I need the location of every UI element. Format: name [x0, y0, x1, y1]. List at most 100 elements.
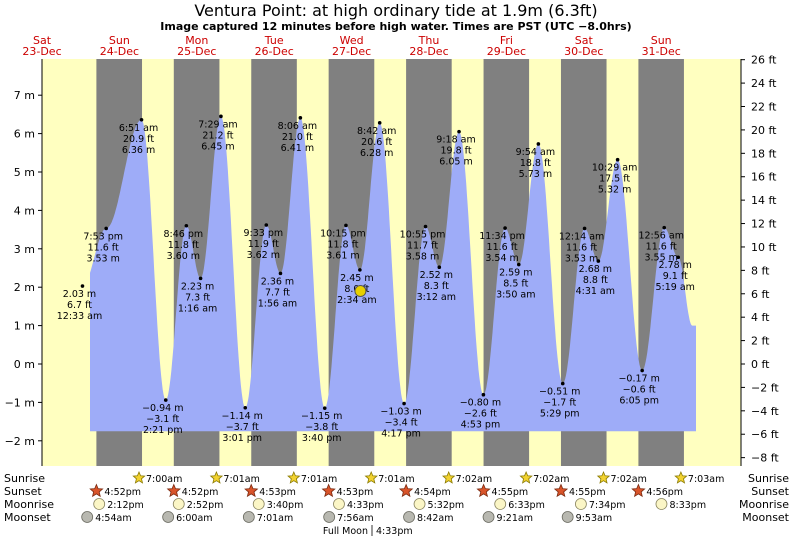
tide-label: 10:15 pm [320, 228, 366, 239]
y-tick-label-ft: −8 ft [751, 452, 779, 465]
tide-label: 7.3 ft [185, 292, 210, 303]
tide-label: 11.8 ft [327, 239, 358, 250]
y-tick-label-ft: −6 ft [751, 428, 779, 441]
tide-label: 8:42 am [357, 126, 396, 137]
moonrise-icon [575, 498, 587, 510]
moonset-icon [323, 511, 336, 523]
tide-label: −0.51 m [539, 387, 580, 398]
day-name-label: Thu [418, 34, 440, 47]
sunset-time: 4:53pm [259, 487, 296, 498]
tide-label: 6.05 m [439, 157, 472, 168]
day-date-label: 24-Dec [100, 45, 139, 58]
sunset-time: 4:55pm [569, 487, 606, 498]
tide-label: 11.6 ft [646, 242, 677, 253]
tide-label: −1.7 ft [543, 398, 576, 409]
tide-label: 5.73 m [519, 169, 552, 180]
day-name-label: Sat [33, 34, 52, 47]
sunset-time: 4:53pm [337, 487, 374, 498]
y-tick-label-ft: 26 ft [751, 54, 777, 67]
y-tick-label-m: 3 m [14, 243, 35, 256]
moonset-time: 4:54am [95, 513, 131, 524]
tide-label: 10:29 am [592, 163, 637, 174]
tide-point [264, 223, 269, 227]
moonset-time: 7:01am [257, 513, 293, 524]
day-name-label: Sat [575, 34, 594, 47]
moonrise-icon [494, 498, 507, 510]
tide-label: 10:55 pm [400, 230, 446, 241]
tide-point [219, 114, 223, 119]
y-tick-label-ft: 4 ft [751, 311, 770, 324]
tide-label: 11.6 ft [566, 242, 597, 253]
tide-label: 9:33 pm [243, 228, 283, 239]
tide-point [298, 116, 303, 120]
tide-label: 2.52 m [420, 270, 453, 281]
tide-label: 3.54 m [485, 253, 518, 264]
tide-label: 8:46 pm [164, 229, 204, 240]
tide-label: −2.6 ft [464, 409, 497, 420]
tide-curve-layer [90, 116, 696, 432]
day-labels: Sat23-DecSun24-DecMon25-DecTue26-DecWed2… [22, 34, 680, 58]
tide-label: 3:01 pm [222, 433, 262, 444]
tide-label: −3.1 ft [146, 414, 179, 425]
axes-layer: −2 m −1 m 0 m 1 m 2 m 3 m 4 m 5 m 6 m 7 m −8 ft −6 … [5, 54, 779, 466]
tide-label: 9:18 am [436, 135, 475, 146]
tide-point [481, 392, 486, 397]
y-tick-label-m: 0 m [14, 358, 35, 371]
moonset-icon [561, 511, 574, 523]
sunrise-time: 7:01am [378, 474, 414, 485]
chart-subtitle: Image captured 12 minutes before high wa… [160, 20, 631, 33]
sunset-time: 4:54pm [414, 487, 451, 498]
tide-label: −3.8 ft [305, 422, 338, 433]
tide-label: −0.6 ft [623, 385, 656, 396]
tide-label: 8.3 ft [424, 281, 449, 292]
tide-label: 17.5 ft [599, 174, 630, 185]
sunrise-row-label-right: Sunrise [748, 472, 789, 485]
tide-label: 6:05 pm [619, 396, 659, 407]
sunset-time: 4:56pm [646, 487, 683, 498]
tide-label: 6.28 m [360, 148, 393, 159]
day-date-label: 30-Dec [564, 45, 603, 58]
y-tick-label-ft: 0 ft [751, 358, 770, 371]
moonrise-time: 2:12pm [107, 500, 144, 511]
moon-phase-label: Full Moon [323, 526, 368, 537]
tide-point [184, 223, 189, 228]
y-tick-label-ft: 8 ft [751, 264, 770, 277]
moonrise-time: 4:33pm [347, 500, 384, 511]
tide-label: 11.6 ft [88, 242, 119, 253]
y-tick-label-ft: 20 ft [751, 124, 777, 137]
tide-label: 11:34 pm [479, 231, 525, 242]
moonrise-time: 2:52pm [187, 500, 224, 511]
sunset-icon [321, 483, 336, 498]
tide-label: 4:53 pm [461, 420, 501, 431]
tide-label: 8.5 ft [503, 279, 528, 290]
moonrise-icon [413, 498, 426, 510]
moonset-icon [482, 511, 495, 523]
day-name-label: Fri [500, 34, 513, 47]
tide-label: 11.6 ft [487, 242, 518, 253]
tide-label: −0.94 m [142, 403, 183, 414]
sunrise-icon [442, 470, 456, 484]
day-name-label: Wed [340, 34, 364, 47]
tide-label: 8:06 am [278, 121, 317, 132]
tide-label: 1:16 am [178, 303, 217, 314]
tide-point [676, 255, 681, 260]
tide-point [358, 268, 362, 272]
tide-label: −0.80 m [460, 398, 501, 409]
sunrise-icon [132, 470, 146, 484]
tide-label: −1.15 m [301, 411, 342, 422]
y-tick-label-ft: 2 ft [751, 335, 770, 348]
tide-label: 2:34 am [337, 295, 376, 306]
moonrise-time: 7:34pm [589, 500, 626, 511]
sunrise-time: 7:02am [533, 474, 569, 485]
tide-label: 3:40 pm [302, 433, 342, 444]
tide-label: 3.62 m [247, 250, 280, 261]
tide-point [163, 398, 168, 402]
tide-label: 3.55 m [644, 253, 677, 264]
tide-point [596, 259, 601, 263]
moonrise-time: 8:33pm [669, 500, 706, 511]
tide-label: 6.45 m [201, 141, 234, 152]
y-tick-label-m: 2 m [14, 281, 35, 294]
moonset-row-label-right: Moonset [742, 511, 789, 524]
sunrise-icon [364, 470, 378, 484]
